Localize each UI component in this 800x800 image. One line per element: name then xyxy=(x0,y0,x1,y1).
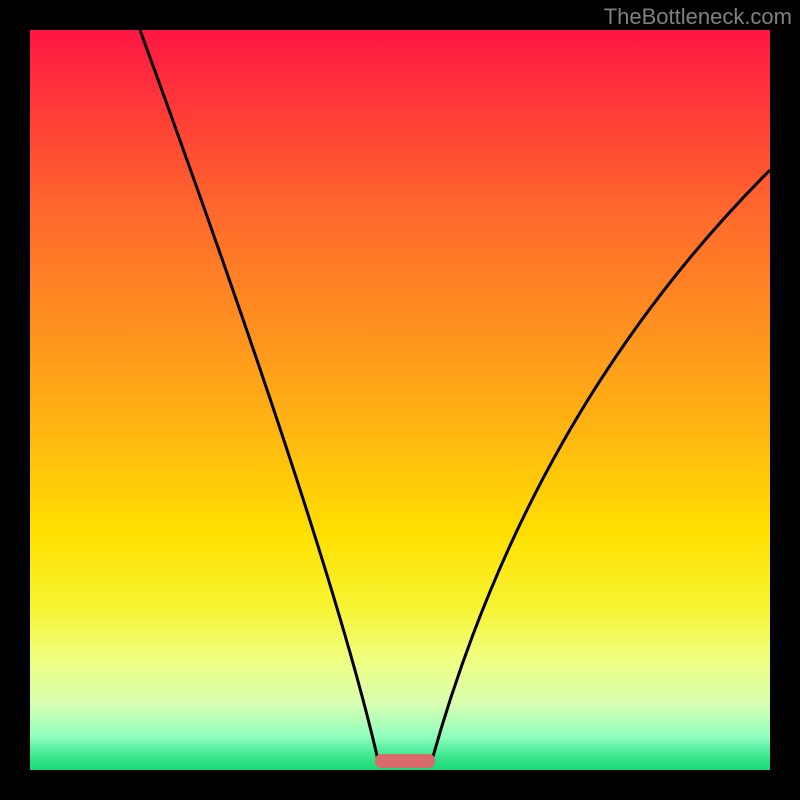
plot-area xyxy=(30,30,770,770)
left-curve xyxy=(140,30,378,760)
watermark-text: TheBottleneck.com xyxy=(604,4,792,30)
chart-container: TheBottleneck.com xyxy=(0,0,800,800)
bottleneck-marker xyxy=(375,754,435,768)
curve-layer xyxy=(30,30,770,770)
right-curve xyxy=(432,170,770,760)
